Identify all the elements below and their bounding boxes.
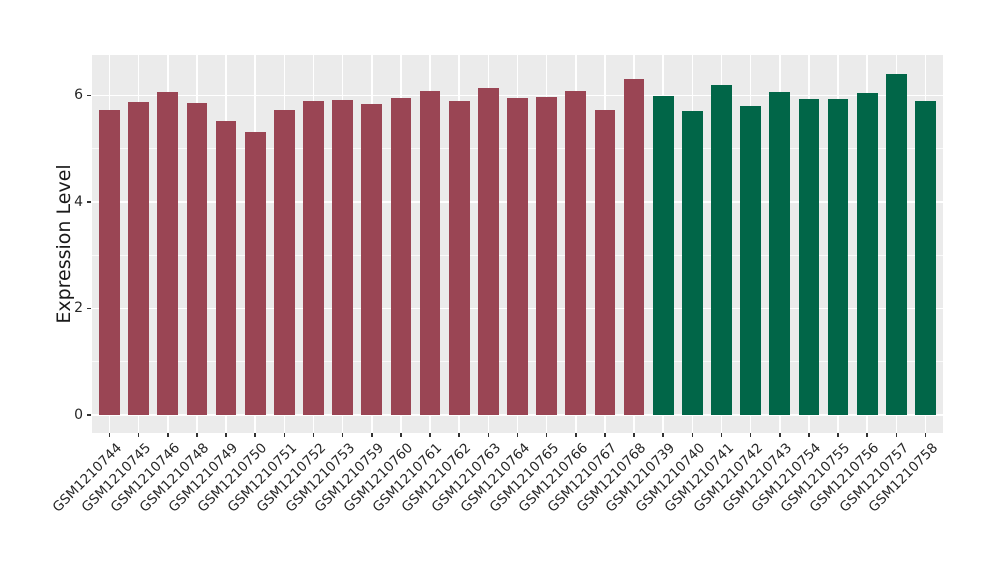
bar-GSM1210739 bbox=[652, 95, 674, 415]
x-tick-mark bbox=[312, 433, 315, 437]
y-tick-label: 0 bbox=[74, 406, 83, 423]
bar-GSM1210750 bbox=[244, 131, 266, 415]
x-tick-mark bbox=[604, 433, 606, 437]
bar-GSM1210768 bbox=[623, 78, 645, 415]
bar-GSM1210754 bbox=[798, 99, 820, 415]
bar-GSM1210743 bbox=[769, 92, 791, 415]
bar-GSM1210762 bbox=[448, 100, 470, 415]
bar-GSM1210757 bbox=[886, 74, 907, 415]
bar-GSM1210742 bbox=[740, 106, 761, 415]
bar-GSM1210744 bbox=[99, 110, 120, 415]
bar-GSM1210749 bbox=[215, 121, 237, 415]
x-tick-mark bbox=[108, 433, 111, 437]
y-tick-label: 2 bbox=[74, 300, 83, 317]
bar-GSM1210740 bbox=[682, 111, 703, 415]
bar-GSM1210763 bbox=[478, 88, 499, 415]
bar-GSM1210765 bbox=[536, 96, 557, 415]
y-tick-label: 4 bbox=[74, 193, 83, 210]
x-tick-mark bbox=[516, 433, 519, 437]
bar-GSM1210759 bbox=[361, 103, 383, 415]
bar-GSM1210751 bbox=[274, 109, 295, 415]
x-tick-mark bbox=[254, 433, 256, 437]
x-tick-mark bbox=[196, 433, 198, 437]
bar-GSM1210760 bbox=[390, 98, 412, 415]
bar-GSM1210767 bbox=[594, 110, 616, 415]
y-axis-title: Expression Level bbox=[53, 164, 75, 324]
y-tick-mark bbox=[87, 94, 91, 97]
x-tick-mark bbox=[749, 433, 752, 437]
plot-panel bbox=[92, 55, 943, 433]
y-tick-mark bbox=[87, 414, 91, 416]
bar-GSM1210756 bbox=[856, 93, 878, 415]
x-tick-mark bbox=[545, 433, 548, 437]
x-tick-mark bbox=[371, 433, 373, 437]
bar-GSM1210745 bbox=[128, 101, 149, 415]
x-tick-mark bbox=[662, 433, 664, 437]
gridline-major bbox=[92, 414, 943, 416]
x-tick-mark bbox=[429, 433, 431, 437]
x-tick-mark bbox=[137, 433, 140, 437]
x-tick-mark bbox=[720, 433, 723, 437]
x-tick-mark bbox=[837, 433, 839, 437]
bar-GSM1210755 bbox=[827, 99, 849, 415]
x-tick-mark bbox=[691, 433, 694, 437]
x-tick-mark bbox=[167, 433, 169, 437]
x-tick-mark bbox=[283, 433, 286, 437]
x-tick-mark bbox=[487, 433, 490, 437]
bar-GSM1210764 bbox=[507, 98, 528, 415]
bar-GSM1210746 bbox=[157, 91, 179, 415]
y-tick-mark bbox=[87, 307, 91, 310]
x-tick-mark bbox=[924, 433, 927, 437]
x-tick-mark bbox=[400, 433, 402, 437]
x-tick-mark bbox=[779, 433, 781, 437]
bar-GSM1210741 bbox=[711, 84, 732, 415]
bar-GSM1210752 bbox=[303, 100, 324, 415]
y-tick-mark bbox=[87, 201, 91, 203]
bar-GSM1210761 bbox=[419, 91, 441, 415]
bar-GSM1210766 bbox=[565, 90, 587, 415]
x-tick-mark bbox=[895, 433, 898, 437]
bar-GSM1210753 bbox=[332, 99, 353, 415]
x-tick-mark bbox=[575, 433, 577, 437]
x-tick-mark bbox=[225, 433, 227, 437]
bar-GSM1210758 bbox=[915, 100, 936, 415]
x-tick-mark bbox=[866, 433, 868, 437]
x-tick-mark bbox=[808, 433, 810, 437]
x-tick-mark bbox=[341, 433, 344, 437]
bar-GSM1210748 bbox=[186, 102, 208, 415]
x-tick-mark bbox=[633, 433, 635, 437]
x-tick-mark bbox=[458, 433, 460, 437]
gridline-major bbox=[92, 94, 943, 97]
y-tick-label: 6 bbox=[74, 87, 83, 104]
